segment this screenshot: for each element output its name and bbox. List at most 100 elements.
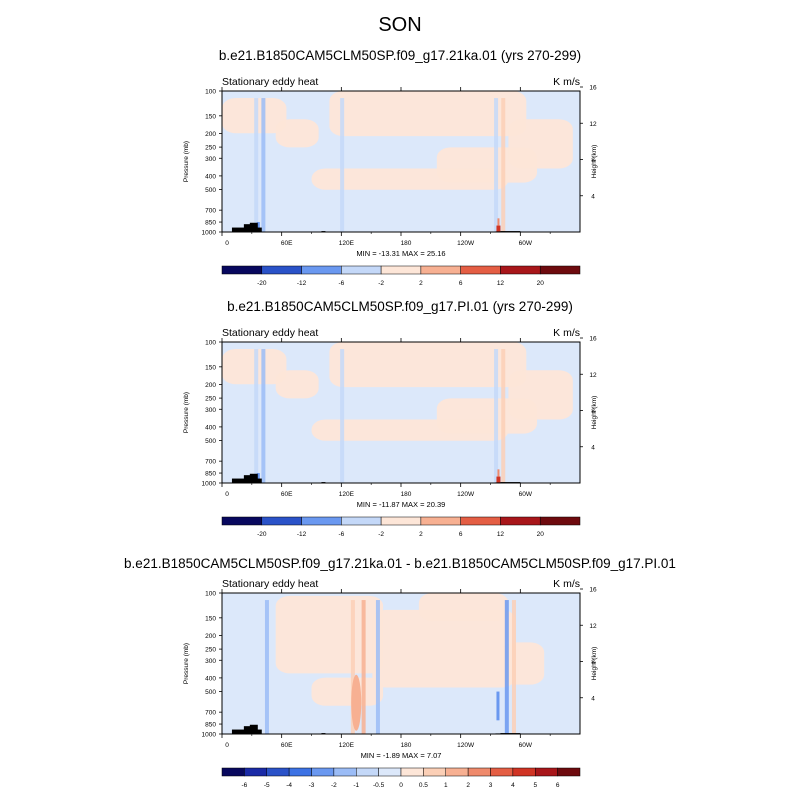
y-right-tick-label: 4 [591,444,595,451]
x-tick-label: 60E [281,491,293,498]
panel-units-label: K m/s [553,327,580,339]
panel-variable-label: Stationary eddy heat [222,578,318,590]
colorbar-box [500,516,541,526]
x-tick-label: 60W [519,742,533,749]
colorbar-box [460,516,501,526]
colorbar-label: 0.5 [419,782,428,789]
colorbar-box [380,516,422,526]
panel-variable-label: Stationary eddy heat [222,76,318,88]
vertical-streak [254,349,259,483]
y-tick-label: 400 [205,424,216,431]
colorbar-box [512,767,536,777]
terrain-block [249,473,258,483]
heatmap-chart: Stationary eddy heat K m/s100150200250300… [183,76,598,287]
terrain-block [243,224,254,232]
positive-core-edge [497,218,500,226]
colorbar-box [380,265,422,275]
positive-region [372,609,516,688]
y-right-tick-label: 12 [589,372,597,379]
positive-region [418,593,509,622]
y-tick-label: 150 [205,615,216,622]
colorbar-label: 20 [537,280,545,287]
colorbar-box [467,767,491,777]
colorbar-box [490,767,514,777]
x-tick-label: 120E [339,240,355,247]
terrain-block [243,475,254,483]
y-tick-label: 1000 [202,732,217,739]
y-right-axis-label: Height (km) [591,145,598,179]
heatmap-chart: Stationary eddy heat K m/s100150200250300… [183,327,598,538]
positive-region [311,419,509,441]
terrain-block [249,222,258,232]
colorbar-box [557,767,581,777]
min-max-label: MIN = -1.89 MAX = 7.07 [361,751,442,760]
vertical-streak [361,600,366,734]
panel-title: b.e21.B1850CAM5CLM50SP.f09_g17.21ka.01 -… [124,556,676,571]
colorbar-label: -3 [309,782,315,789]
y-tick-label: 200 [205,131,216,138]
positive-region [275,119,319,148]
colorbar-label: 2 [419,280,423,287]
colorbar: -20 -12 -6 -2 2 6 12 20 [221,516,581,538]
y-tick-label: 100 [205,591,216,598]
x-tick-label: 120W [457,240,475,247]
vertical-streak [264,600,269,734]
colorbar-label: 6 [459,280,463,287]
vertical-streak [254,98,259,232]
colorbar-label: -2 [378,280,384,287]
vertical-streak [350,600,355,734]
vertical-streak [375,600,380,734]
panel-variable-label: Stationary eddy heat [222,327,318,339]
colorbar-box [301,265,342,275]
x-tick-label: 60W [519,491,533,498]
x-tick-label: 60E [281,742,293,749]
min-max-label: MIN = -11.87 MAX = 20.39 [357,500,446,509]
y-right-tick-label: 16 [589,587,597,594]
colorbar-box [221,767,245,777]
colorbar-label: 2 [466,782,470,789]
vertical-streak [511,600,516,734]
y-right-tick-label: 4 [591,695,595,702]
x-tick-label: 180 [401,240,412,247]
colorbar-label: 3 [489,782,493,789]
panel-title: b.e21.B1850CAM5CLM50SP.f09_g17.21ka.01 (… [218,48,582,63]
y-tick-label: 500 [205,438,216,445]
vertical-streak [494,98,499,232]
colorbar-box [261,516,302,526]
colorbar-box [400,767,424,777]
contour-fill [222,91,573,232]
vertical-streak [504,600,509,734]
y-right-tick-label: 4 [591,193,595,200]
x-tick-label: 0 [225,491,229,498]
y-tick-label: 700 [205,710,216,717]
y-axis-label: Pressure (mb) [183,643,190,684]
y-right-tick-label: 12 [589,623,597,630]
y-tick-label: 1000 [202,230,217,237]
y-tick-label: 850 [205,220,216,227]
y-tick-label: 250 [205,396,216,403]
colorbar-label: 1 [444,782,448,789]
colorbar-label: 12 [497,280,505,287]
y-right-axis-label: Height (km) [591,396,598,430]
x-tick-label: 120E [339,742,355,749]
colorbar-box [500,265,541,275]
colorbar-box [356,767,379,777]
vertical-streak [340,98,345,232]
y-tick-label: 150 [205,364,216,371]
contour-fill [222,342,573,483]
x-tick-label: 120W [457,742,475,749]
colorbar-box [341,516,382,526]
y-tick-label: 300 [205,156,216,163]
positive-region [329,91,527,137]
x-tick-label: 120W [457,491,475,498]
vertical-streak [494,349,499,483]
y-tick-label: 200 [205,633,216,640]
x-tick-label: 120E [339,491,355,498]
positive-region [311,168,509,190]
y-right-tick-label: 16 [589,336,597,343]
y-tick-label: 500 [205,689,216,696]
positive-region [508,119,573,169]
positive-region [329,342,527,388]
colorbar-label: 0 [399,782,403,789]
y-tick-label: 400 [205,173,216,180]
